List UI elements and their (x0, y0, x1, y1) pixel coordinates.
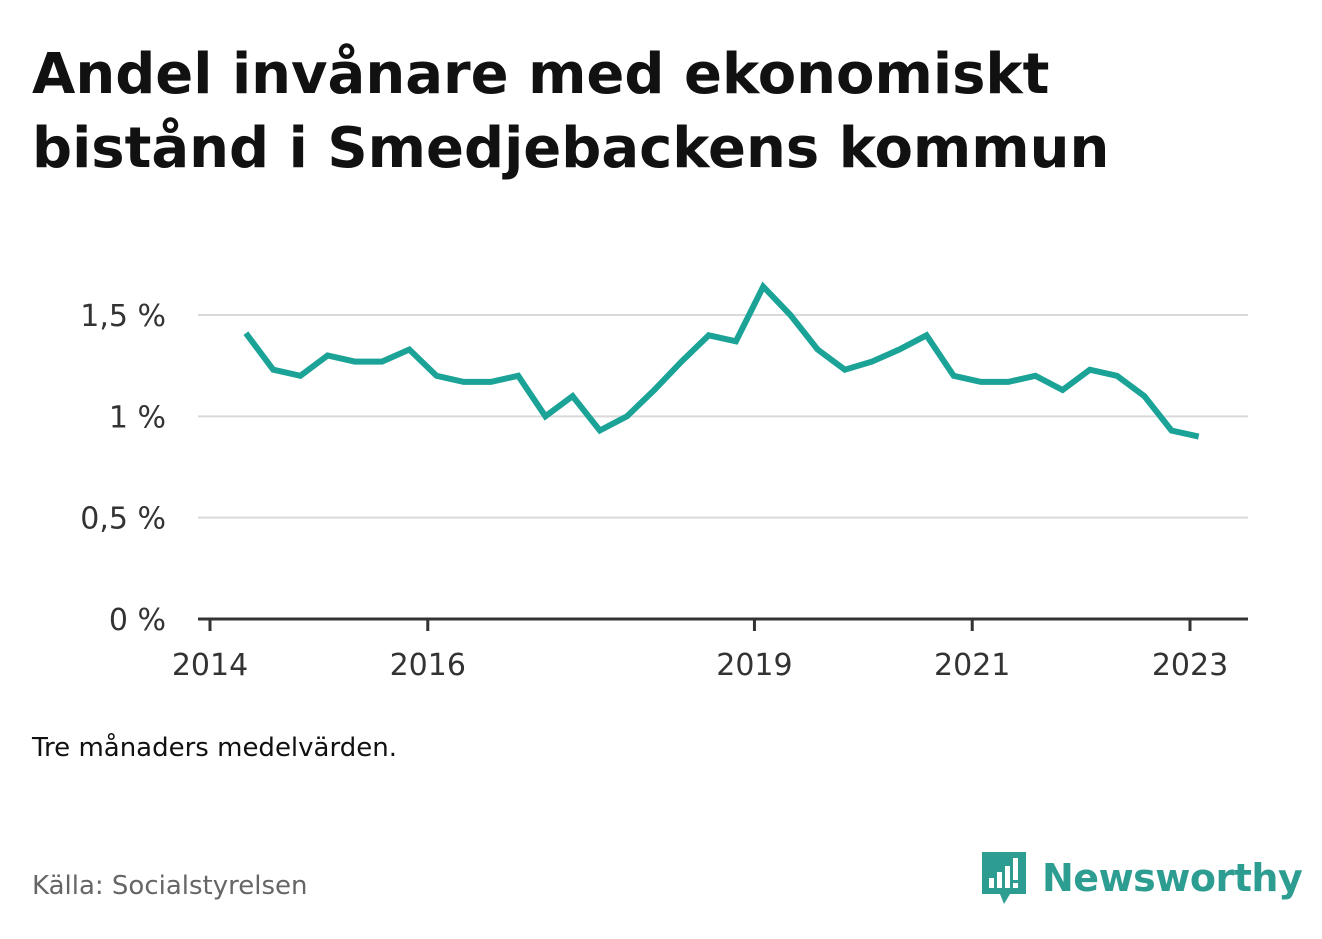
x-tick-label: 2021 (934, 648, 1010, 683)
brand-logo: Newsworthy (980, 848, 1303, 908)
y-tick-label: 0,5 % (80, 502, 166, 537)
line-chart: 0 % 0,5 % 1 % 1,5 % 2014 2016 2019 2021 2023 (80, 281, 1248, 683)
newsworthy-logo-icon (982, 852, 1026, 904)
y-tick-label: 1,5 % (80, 299, 166, 334)
series-lines (243, 281, 1200, 440)
y-axis-ticks: 0 % 0,5 % 1 % 1,5 % (80, 299, 166, 638)
brand-name: Newsworthy (1042, 856, 1303, 900)
x-tick-label: 2014 (172, 648, 248, 683)
chart-note: Tre månaders medelvärden. (32, 733, 397, 763)
x-tick-label: 2019 (716, 648, 792, 683)
y-tick-label: 0 % (109, 603, 166, 638)
x-tick-label: 2016 (390, 648, 466, 683)
y-tick-label: 1 % (109, 400, 166, 435)
x-tick-label: 2023 (1152, 648, 1228, 683)
gridlines (198, 314, 1248, 519)
x-axis-ticks: 2014 2016 2019 2021 2023 (172, 619, 1228, 683)
chart-title: Andel invånare med ekonomiskt bistånd i … (32, 42, 1110, 181)
series-line (243, 281, 1200, 440)
source-credit: Källa: Socialstyrelsen (32, 871, 308, 901)
